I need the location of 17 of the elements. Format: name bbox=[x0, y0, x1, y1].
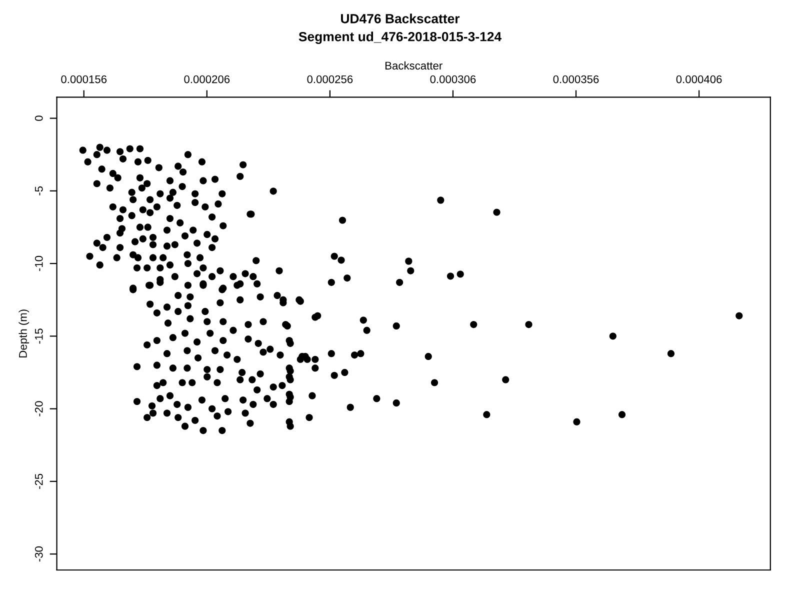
x-tick-label: 0.000306 bbox=[430, 75, 476, 84]
y-tick-label: -5 bbox=[35, 186, 43, 196]
x-tick-label: 0.000356 bbox=[553, 75, 599, 84]
y-axis-title: Depth (m) bbox=[18, 310, 30, 358]
x-tick-label: 0.000406 bbox=[676, 75, 722, 84]
y-tick-label: -15 bbox=[35, 328, 43, 344]
y-tick-label: -30 bbox=[34, 546, 43, 562]
x-tick-label: 0.000156 bbox=[61, 75, 107, 84]
x-tick-label: 0.000206 bbox=[184, 75, 230, 84]
y-tick-label: -20 bbox=[34, 401, 43, 416]
y-tick-label: -25 bbox=[34, 474, 43, 489]
x-tick-label: 0.000256 bbox=[307, 75, 353, 84]
y-tick-label: 0 bbox=[34, 116, 43, 121]
chart-subtitle: Segment ud_476-2018-015-3-124 bbox=[298, 32, 502, 44]
x-axis-title: Backscatter bbox=[385, 61, 442, 70]
chart-title: UD476 Backscatter bbox=[341, 14, 460, 24]
y-tick-label: -10 bbox=[34, 256, 43, 272]
